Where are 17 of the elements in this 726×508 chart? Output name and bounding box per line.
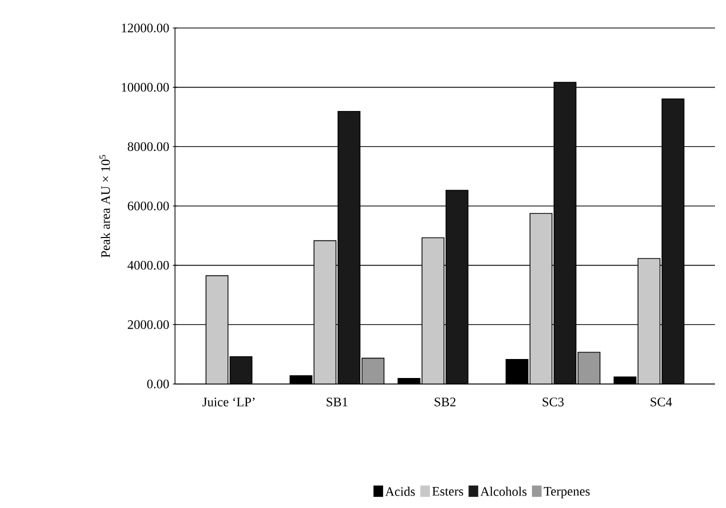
y-tick-label: 0.00 [147,380,169,388]
y-tick-label: 8000.00 [128,142,169,152]
y-tick-label: 6000.00 [128,202,169,210]
y-tick-label: 2000.00 [128,320,169,330]
legend-label: Alcohols [480,486,527,496]
x-tick-label: Juice ‘LP’ [202,398,255,406]
y-tick-label: 10000.00 [122,82,169,92]
legend-label: Terpenes [544,487,590,498]
y-tick-label: 4000.00 [128,260,169,270]
x-tick-label: SC4 [650,398,672,406]
y-axis-title: Peak area AU × 10$^{5}$ [100,155,110,258]
x-tick-label: SB1 [326,398,348,406]
y-tick-label: 12000.00 [122,24,169,32]
x-tick-label: SB2 [434,398,456,406]
legend-label: Esters [432,487,464,496]
x-tick-label: SC3 [542,398,564,406]
legend-label: Acids [385,486,415,496]
